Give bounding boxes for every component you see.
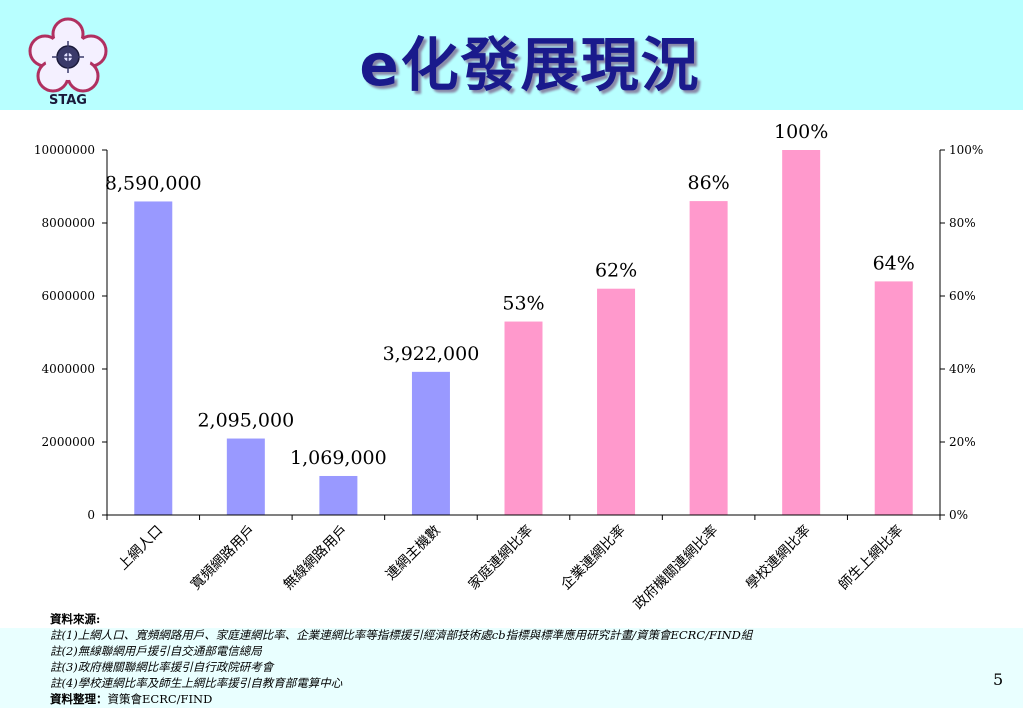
bar <box>226 438 265 515</box>
right-tick-label: 40% <box>949 362 976 376</box>
left-axis-ticks: 0 2000000 4000000 6000000 8000000 10000000 <box>34 143 107 522</box>
right-tick-label: 0% <box>949 508 968 522</box>
bar <box>874 281 913 515</box>
note-1: 註(1)上網人口、寬頻網路用戶、家庭連網比率、企業連網比率等指標援引經濟部技術處… <box>50 628 753 642</box>
svg-text:STAG: STAG <box>49 93 87 108</box>
note-2: 註(2)無線聯網用戶援引自交通部電信總局 <box>50 644 262 658</box>
data-labels-layer: 8,590,000 2,095,000 1,069,000 3,922,000 53% 6… <box>105 121 915 469</box>
category-label: 無線網路用戶 <box>281 523 352 594</box>
data-label: 86% <box>687 172 729 194</box>
bar <box>134 201 173 515</box>
right-tick-label: 60% <box>949 289 976 303</box>
category-label: 學校連網比率 <box>743 522 814 593</box>
left-tick-label: 4000000 <box>42 362 95 376</box>
data-label: 8,590,000 <box>105 172 202 194</box>
category-label: 政府機關連網比率 <box>630 522 721 610</box>
left-tick-label: 6000000 <box>42 289 95 303</box>
category-label: 上網人口 <box>115 523 166 574</box>
left-tick-label: 0 <box>87 508 95 522</box>
right-tick-label: 80% <box>949 216 976 230</box>
page-title: e化發展現況 <box>359 31 701 99</box>
organizer-label: 資料整理： <box>50 692 108 706</box>
category-label: 寬頻網路用戶 <box>187 522 258 593</box>
source-heading: 資料來源: <box>50 612 101 626</box>
data-label: 62% <box>595 260 637 282</box>
category-label: 企業連網比率 <box>557 522 628 593</box>
bar <box>319 475 358 515</box>
stag-logo: STAG <box>28 17 108 108</box>
data-label: 2,095,000 <box>197 410 294 432</box>
left-tick-label: 2000000 <box>42 435 95 449</box>
bar <box>504 321 543 515</box>
bar <box>411 371 450 515</box>
bar <box>782 150 821 515</box>
organizer-line: 資料整理：資策會ECRC/FIND <box>50 691 752 707</box>
page-number: 5 <box>993 670 1004 689</box>
category-ticks <box>106 515 941 520</box>
source-notes: 資料來源: 註(1)上網人口、寬頻網路用戶、家庭連網比率、企業連網比率等指標援引… <box>50 611 752 707</box>
data-label: 53% <box>502 293 544 315</box>
plum-blossom-icon <box>28 17 108 93</box>
category-labels: 上網人口 寬頻網路用戶 無線網路用戶 連網主機數 家庭連網比率 企業連網比率 政府機關連網比… <box>115 522 906 610</box>
note-3: 註(3)政府機關聯網比率援引自行政院研考會 <box>50 660 274 674</box>
data-label: 3,922,000 <box>383 343 480 365</box>
right-axis-ticks: 0% 20% 40% 60% 80% 100% <box>940 143 983 522</box>
category-label: 連網主機數 <box>383 523 444 584</box>
category-label: 師生上網比率 <box>835 522 906 593</box>
bar <box>597 288 636 515</box>
organizer-name: 資策會ECRC/FIND <box>107 692 213 706</box>
note-4: 註(4)學校連網比率及師生上網比率援引自教育部電算中心 <box>50 676 343 690</box>
data-label: 100% <box>774 121 828 143</box>
footer-band <box>0 628 1023 708</box>
bars-layer <box>134 150 913 515</box>
right-tick-label: 100% <box>949 143 983 157</box>
bar-chart: 8,590,000 2,095,000 1,069,000 3,922,000 53% 6… <box>34 121 983 610</box>
data-label: 1,069,000 <box>290 447 387 469</box>
left-tick-label: 8000000 <box>42 216 95 230</box>
header-band <box>0 0 1023 110</box>
right-tick-label: 20% <box>949 435 976 449</box>
data-label: 64% <box>873 252 915 274</box>
category-label: 家庭連網比率 <box>465 522 536 593</box>
bar <box>689 201 728 515</box>
left-tick-label: 10000000 <box>34 143 95 157</box>
